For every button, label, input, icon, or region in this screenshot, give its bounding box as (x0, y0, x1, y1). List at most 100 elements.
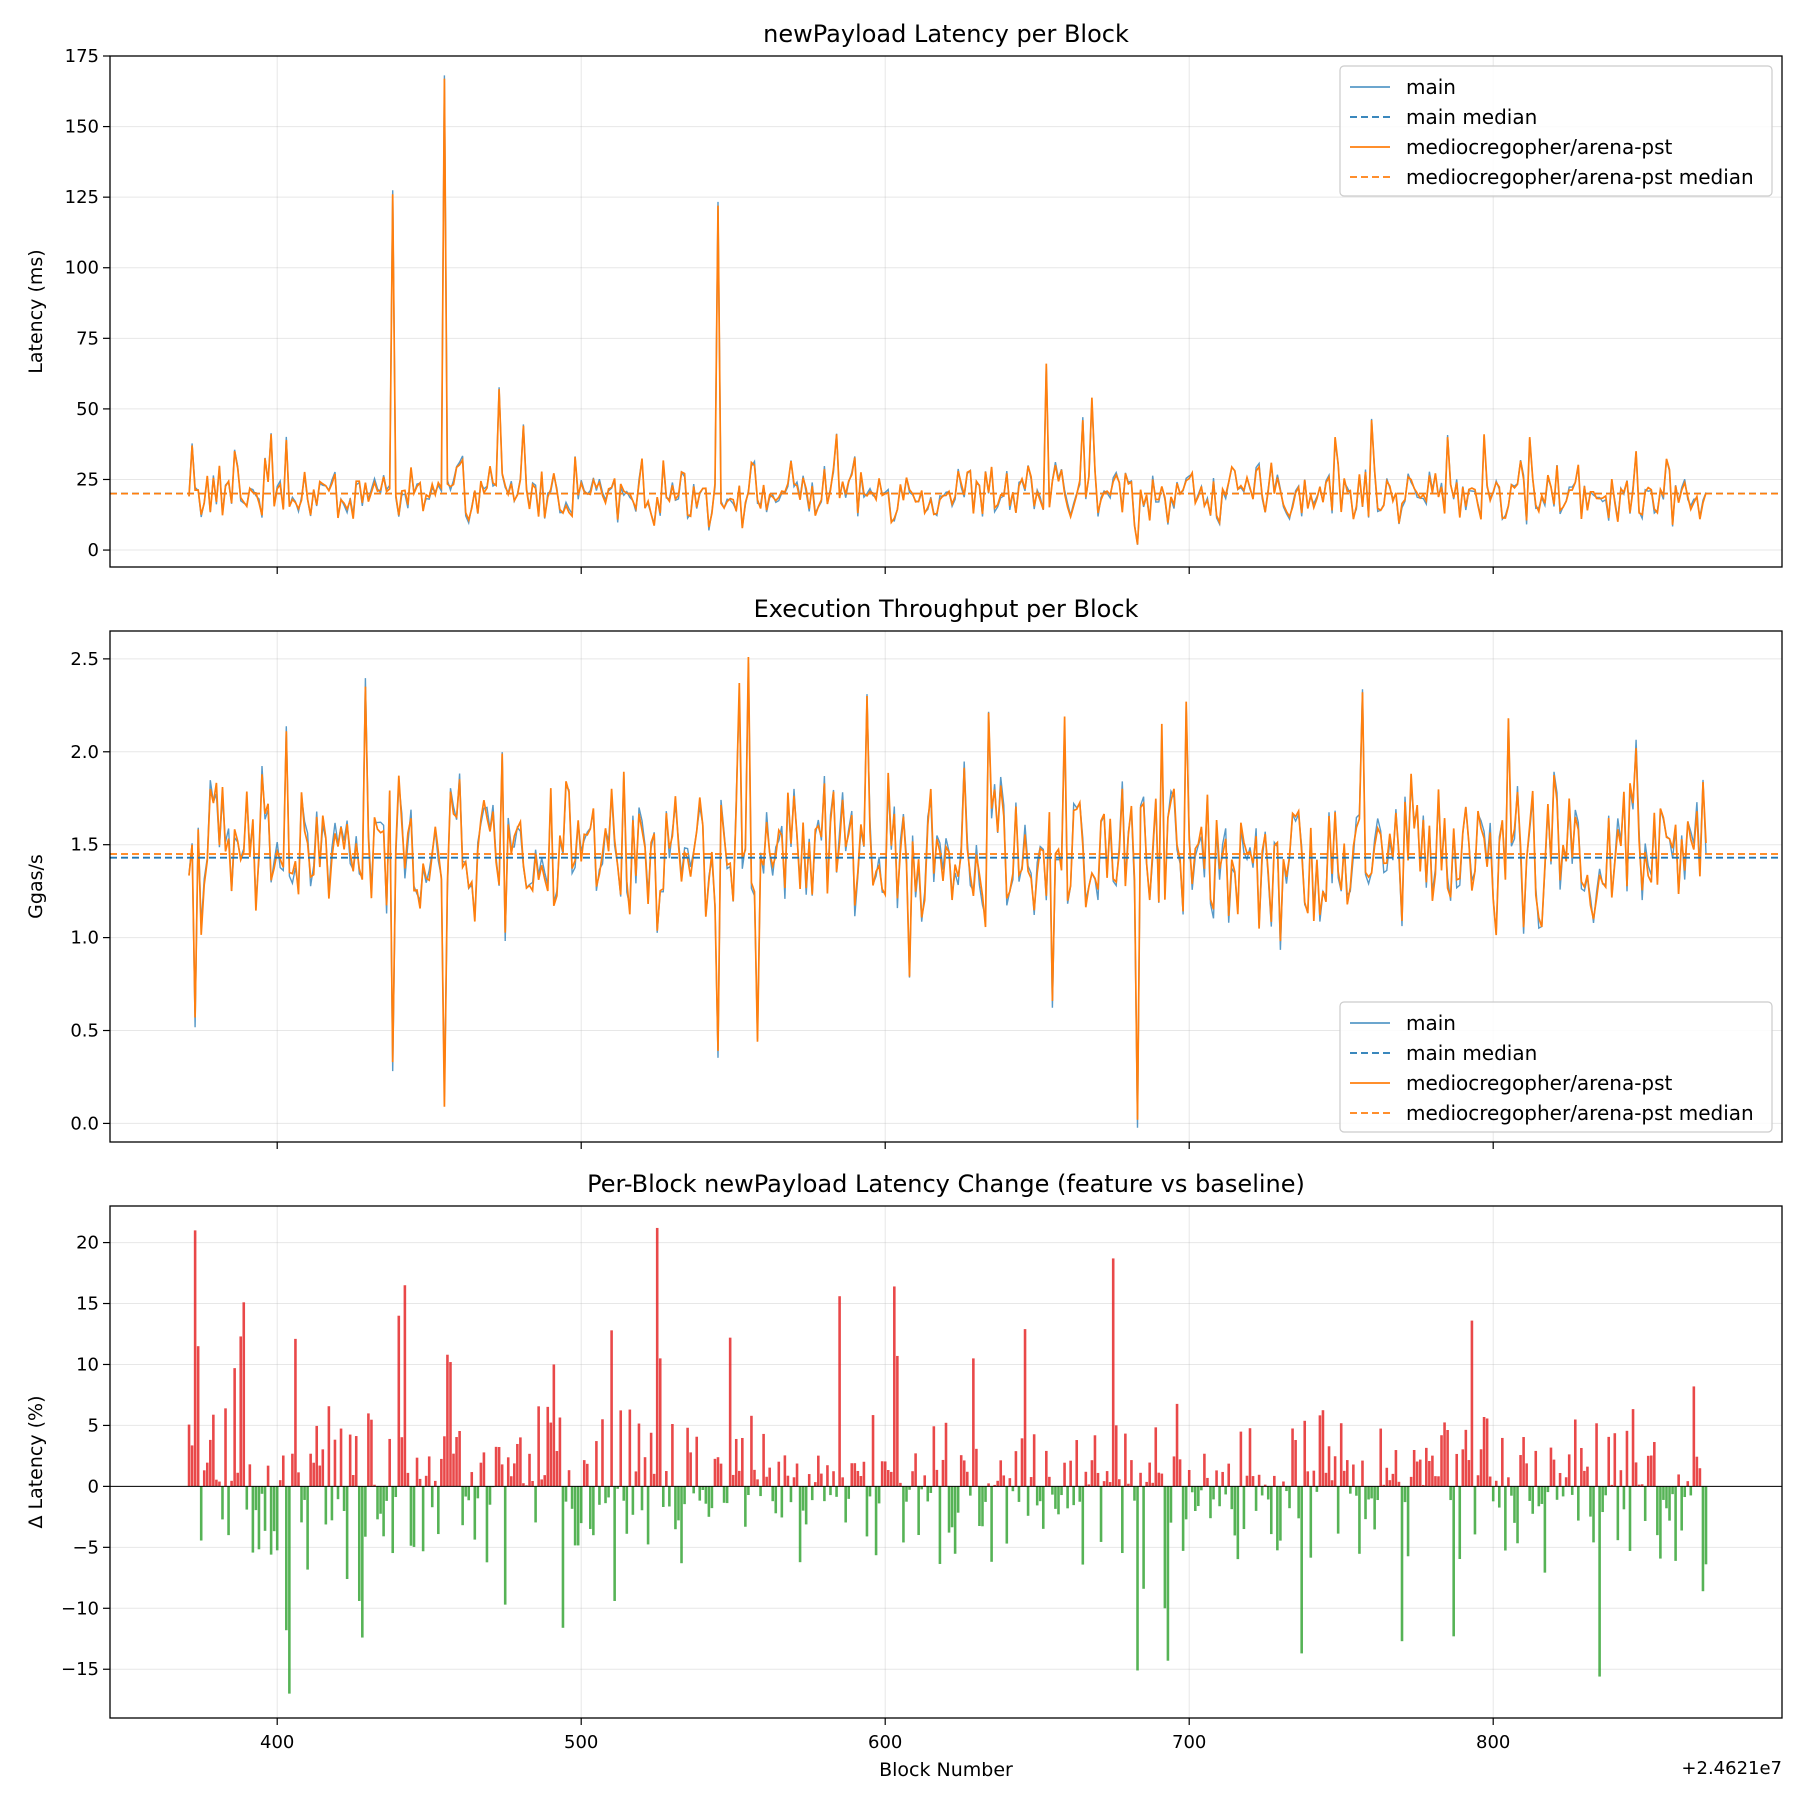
delta-bar (430, 1486, 434, 1508)
delta-bar (1589, 1486, 1592, 1517)
delta-bar (1595, 1423, 1598, 1487)
delta-bar (889, 1471, 893, 1487)
delta-bar (1178, 1459, 1182, 1487)
delta-bar (807, 1474, 811, 1487)
delta-bar (947, 1486, 951, 1533)
delta-bar (1631, 1409, 1635, 1487)
delta-bar (1653, 1442, 1656, 1487)
delta-bar (744, 1486, 747, 1527)
delta-bar (1297, 1486, 1300, 1519)
delta-bar (1704, 1486, 1708, 1565)
delta-bar (780, 1486, 784, 1518)
delta-bar (1592, 1486, 1595, 1543)
delta-bar (288, 1486, 291, 1694)
delta-bar (820, 1473, 823, 1487)
delta-bar (461, 1486, 464, 1526)
delta-bar (1221, 1471, 1224, 1487)
delta-bar (1099, 1486, 1103, 1542)
delta-bar (1409, 1476, 1413, 1487)
delta-bar (823, 1486, 826, 1502)
y-tick-label: 0.5 (70, 1021, 99, 1042)
delta-bar (1382, 1484, 1386, 1487)
delta-bar (1282, 1481, 1285, 1487)
delta-bar (1440, 1435, 1443, 1487)
delta-bar (853, 1463, 857, 1487)
delta-bar (1373, 1486, 1376, 1530)
delta-bar (482, 1452, 486, 1487)
legend-box (1339, 1001, 1773, 1133)
y-axis-label: Latency (ms) (25, 249, 47, 373)
delta-bar (1032, 1434, 1036, 1487)
delta-bar (1640, 1484, 1644, 1487)
delta-bar (1564, 1477, 1568, 1487)
delta-bar (1048, 1476, 1051, 1487)
delta-bar (1054, 1486, 1057, 1509)
delta-bar (1345, 1460, 1349, 1487)
delta-bar (1023, 1329, 1027, 1487)
delta-bar (388, 1438, 391, 1487)
delta-bar (1291, 1428, 1294, 1487)
x-tick-label: 700 (1172, 1732, 1206, 1753)
throughput-panel: Execution Throughput per Block Ggas/s 0.0 0… (25, 595, 1783, 1149)
y-tick-label: 75 (76, 328, 99, 349)
delta-bar (449, 1362, 452, 1487)
delta-bar (409, 1486, 413, 1546)
delta-bar (1577, 1486, 1580, 1521)
delta-bar (364, 1486, 367, 1537)
panel-title: newPayload Latency per Block (763, 20, 1129, 48)
delta-bar (251, 1486, 255, 1553)
delta-bar (269, 1486, 273, 1555)
delta-bar (1072, 1486, 1075, 1506)
delta-bar (978, 1486, 981, 1526)
delta-bar (1136, 1486, 1139, 1671)
delta-bar (1643, 1486, 1647, 1521)
delta-bar (275, 1486, 279, 1551)
axes-frame (109, 1205, 1783, 1719)
delta-bar (719, 1463, 723, 1487)
delta-bar (205, 1462, 209, 1487)
delta-bar (242, 1302, 246, 1487)
delta-bar (418, 1478, 422, 1487)
delta-bar (345, 1486, 349, 1580)
delta-bar (239, 1336, 243, 1487)
delta-bar (1260, 1486, 1264, 1496)
delta-bar (1473, 1486, 1477, 1535)
delta-bar (1190, 1486, 1194, 1493)
delta-bar (336, 1486, 340, 1500)
delta-bar (655, 1227, 659, 1487)
delta-bar (193, 1230, 197, 1487)
delta-bar (272, 1486, 276, 1532)
delta-bar (1607, 1436, 1611, 1487)
delta-bar (604, 1486, 607, 1504)
delta-bar (473, 1486, 477, 1540)
delta-bar (683, 1486, 686, 1505)
delta-bar (1397, 1481, 1401, 1487)
delta-bar (476, 1486, 480, 1499)
delta-bar (953, 1486, 957, 1554)
delta-bar (1060, 1486, 1063, 1496)
legend-label: main (1406, 75, 1456, 99)
y-tick-label: 2.0 (70, 742, 99, 763)
delta-bar (209, 1439, 212, 1487)
delta-bar (804, 1486, 808, 1525)
delta-bar (716, 1457, 720, 1487)
delta-bar (1218, 1486, 1221, 1507)
delta-bar (555, 1451, 559, 1487)
delta-bar (868, 1486, 872, 1497)
delta-bar (1327, 1446, 1331, 1487)
delta-bar (847, 1486, 851, 1499)
delta-bar (452, 1453, 455, 1487)
delta-bar (674, 1486, 677, 1530)
delta-bar (1166, 1486, 1170, 1661)
delta-bar (1187, 1469, 1191, 1487)
delta-bar (1625, 1430, 1629, 1487)
y-axis-label: Ggas/s (25, 854, 47, 919)
delta-bar (1069, 1460, 1072, 1487)
delta-bar (1212, 1486, 1215, 1500)
delta-bar (1531, 1486, 1535, 1514)
delta-bar (838, 1296, 841, 1487)
delta-bar (573, 1486, 577, 1546)
delta-bar (467, 1486, 471, 1501)
delta-bar (1604, 1486, 1607, 1496)
